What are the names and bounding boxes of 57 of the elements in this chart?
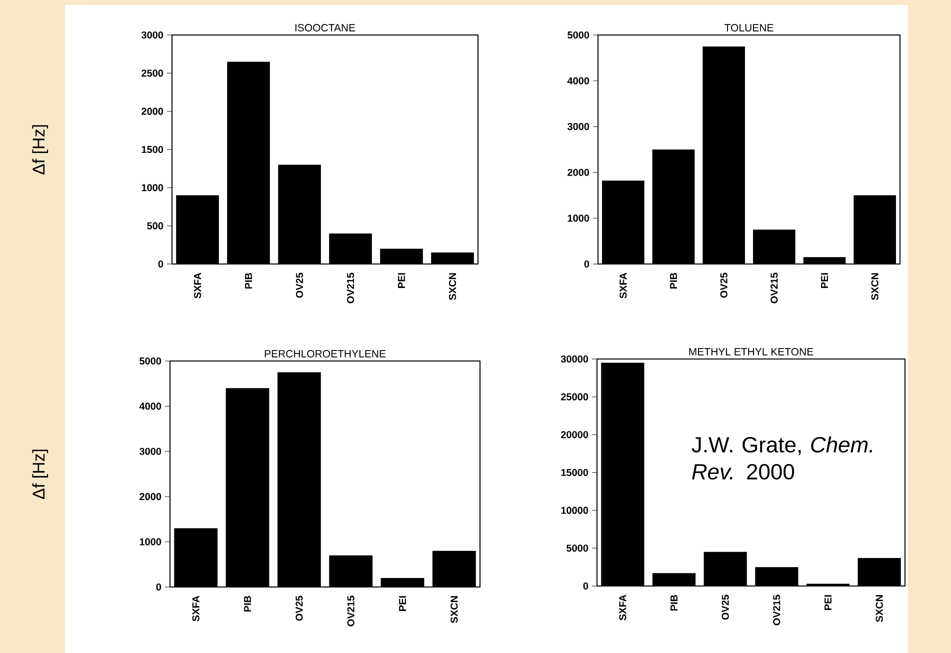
x-tick-label: OV215	[347, 596, 354, 626]
y-tick-label: 5000	[140, 357, 162, 365]
x-tick-label: OV25	[296, 272, 304, 298]
y-tick-label: 0	[156, 583, 162, 591]
x-tick-label: PIB	[245, 272, 252, 289]
x-tick-label: PIB	[670, 272, 677, 289]
y-tick-label: 4000	[567, 77, 590, 84]
x-tick-label: SXFA	[192, 596, 200, 622]
x-tick-label: OV25	[722, 594, 729, 620]
y-tick-label: 30000	[560, 355, 588, 363]
text: J.W. Grate, Chem. Rev. 2000	[692, 436, 872, 480]
x-tick-label: OV215	[770, 272, 778, 304]
chart-title: METHYL ETHYL KETONE	[689, 348, 814, 356]
x-tick-label: SXCN	[448, 273, 456, 300]
x-tick-label: PEI	[399, 596, 406, 611]
x-tick-label: OV25	[720, 272, 728, 298]
y-tick-label: 2000	[142, 108, 164, 115]
x-tick-label: SXCN	[871, 273, 878, 300]
y-tick-label: 3000	[141, 31, 164, 39]
x-tick-label: PEI	[821, 273, 828, 288]
chart-title: ISOOCTANE	[295, 24, 356, 32]
x-tick-label: OV25	[296, 596, 303, 621]
y-tick-label: 500	[147, 222, 164, 230]
y-tick-label: 0	[583, 582, 588, 590]
y-tick-label: 2000	[568, 168, 590, 176]
y-tick-label: 20000	[561, 431, 588, 438]
y-tick-label: 3000	[567, 123, 590, 130]
y-tick-label: 1000	[568, 214, 590, 222]
y-tick-label: 1000	[142, 184, 164, 192]
y-tick-label: 5000	[568, 31, 590, 39]
chart-title: TOLUENE	[724, 24, 774, 32]
chart-title: PERCHLOROETHYLENE	[264, 350, 386, 358]
x-tick-label: PEI	[398, 273, 405, 288]
x-tick-label: OV215	[346, 272, 354, 304]
x-tick-label: SXCN	[876, 595, 883, 622]
y-tick-label: 15000	[561, 468, 588, 476]
y-tick-label: 1500	[142, 146, 164, 154]
x-tick-label: PIB	[244, 596, 251, 612]
y-tick-label: 10000	[561, 506, 588, 514]
y-tick-label: 1000	[140, 538, 162, 546]
y-axis-title: Δf [Hz]	[32, 450, 48, 499]
x-tick-label: SXCN	[450, 596, 458, 624]
x-tick-label: OV215	[773, 594, 780, 626]
y-axis-title: Δf [Hz]	[32, 125, 48, 175]
x-tick-label: SXFA	[194, 272, 202, 298]
x-tick-label: PIB	[670, 594, 678, 611]
x-tick-label: PEI	[824, 595, 832, 610]
y-tick-label: 4000	[139, 402, 162, 410]
y-tick-label: 25000	[561, 393, 588, 400]
y-tick-label: 0	[584, 260, 590, 268]
y-tick-label: 5000	[566, 544, 588, 552]
x-tick-label: SXFA	[619, 594, 626, 620]
x-tick-label: SXFA	[620, 272, 627, 298]
y-tick-label: 0	[158, 260, 164, 268]
y-tick-label: 2000	[140, 493, 162, 500]
y-tick-label: 3000	[139, 448, 162, 455]
y-tick-label: 2500	[142, 70, 164, 77]
